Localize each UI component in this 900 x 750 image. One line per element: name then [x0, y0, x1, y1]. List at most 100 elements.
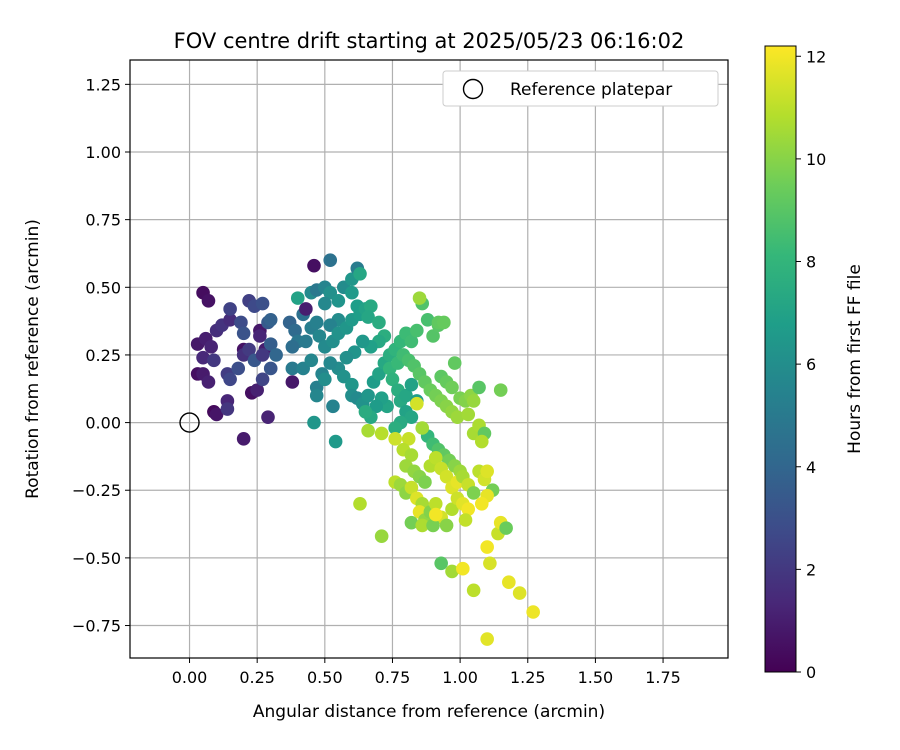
data-point: [255, 372, 270, 387]
data-point: [285, 375, 300, 389]
reference-marker-layer: [179, 412, 200, 433]
data-point: [512, 586, 527, 600]
data-point: [323, 356, 338, 370]
data-point: [437, 315, 451, 330]
data-point: [318, 372, 332, 387]
data-point: [345, 285, 359, 300]
data-point: [428, 507, 443, 522]
data-point: [418, 475, 432, 489]
data-point: [353, 266, 367, 281]
data-point: [461, 502, 476, 516]
data-point: [410, 323, 424, 338]
data-point: [201, 294, 216, 308]
legend-box: [442, 70, 719, 107]
data-point: [415, 518, 430, 533]
x-tick-label: 0.25: [239, 668, 275, 687]
y-axis-label: Rotation from reference (arcmin): [23, 219, 43, 499]
x-axis-label: Angular distance from reference (arcmin): [253, 702, 605, 722]
data-point: [236, 432, 251, 446]
data-point: [269, 348, 283, 362]
data-point: [209, 407, 224, 422]
data-point: [250, 383, 264, 397]
data-point: [285, 361, 300, 376]
data-point: [461, 407, 476, 422]
data-point: [207, 353, 221, 368]
data-point: [466, 583, 481, 598]
data-point: [474, 496, 489, 511]
data-point: [261, 410, 275, 424]
data-point: [401, 432, 416, 446]
data-point: [361, 388, 375, 403]
data-point: [447, 356, 462, 370]
data-point: [458, 513, 473, 527]
data-point: [404, 480, 419, 495]
chart-title: FOV centre drift starting at 2025/05/23 …: [174, 29, 685, 53]
data-point: [445, 380, 459, 395]
colorbar-ticks: 0 2 4 6 8 10 12: [796, 47, 826, 682]
x-axis-ticks: 0.00 0.25 0.50 0.75 1.00 1.25 1.50 1.75: [172, 658, 681, 687]
y-tick-label: −0.25: [72, 481, 121, 500]
data-point: [445, 564, 459, 579]
y-tick-label: 0.00: [85, 414, 121, 433]
data-point: [499, 521, 513, 535]
data-point: [299, 334, 313, 349]
data-point: [369, 399, 384, 414]
y-tick-label: 0.50: [85, 278, 121, 297]
data-point: [328, 434, 343, 449]
colorbar-tick-label: 2: [806, 560, 816, 579]
data-point: [263, 312, 278, 327]
x-tick-label: 0.75: [375, 668, 411, 687]
data-point: [445, 502, 459, 516]
data-point: [374, 426, 389, 441]
data-point: [201, 375, 216, 389]
data-point: [288, 323, 302, 338]
data-point: [304, 353, 319, 368]
grid: [130, 60, 728, 658]
colorbar-tick-label: 6: [806, 355, 816, 374]
data-point: [331, 294, 346, 308]
data-point: [361, 310, 375, 324]
data-point: [415, 421, 430, 435]
data-point: [434, 556, 448, 571]
data-point: [372, 315, 386, 330]
data-point: [285, 340, 300, 354]
data-point: [404, 334, 419, 349]
y-tick-label: 1.00: [85, 143, 121, 162]
data-point: [307, 258, 321, 273]
data-point: [309, 315, 324, 330]
colorbar-tick-label: 4: [806, 458, 816, 477]
legend: Reference platepar: [442, 70, 719, 107]
data-point: [253, 329, 267, 343]
colorbar-tick-label: 0: [806, 663, 816, 682]
data-point: [355, 334, 370, 349]
data-point: [404, 410, 419, 424]
data-point: [404, 515, 419, 530]
data-point: [263, 337, 278, 351]
data-point: [493, 383, 508, 397]
data-point: [231, 361, 246, 376]
data-points: [190, 253, 540, 646]
x-tick-label: 0.50: [307, 668, 343, 687]
x-tick-label: 1.50: [578, 668, 614, 687]
data-point: [412, 291, 427, 305]
data-point: [196, 350, 210, 365]
data-point: [388, 432, 402, 446]
data-point: [263, 361, 278, 376]
data-point: [410, 396, 424, 411]
data-point: [426, 329, 440, 343]
colorbar-label: Hours from first FF file: [845, 264, 865, 454]
data-point: [472, 380, 486, 395]
data-point: [480, 632, 494, 646]
colorbar-gradient: [764, 45, 797, 673]
data-point: [255, 296, 270, 311]
y-tick-label: −0.75: [72, 617, 121, 636]
y-tick-label: 0.75: [85, 211, 121, 230]
colorbar-tick-label: 12: [806, 47, 826, 66]
data-point: [502, 575, 516, 590]
data-point: [526, 605, 540, 619]
data-point: [374, 529, 389, 544]
data-point: [474, 434, 489, 449]
data-point: [312, 329, 327, 343]
data-point: [323, 253, 338, 268]
